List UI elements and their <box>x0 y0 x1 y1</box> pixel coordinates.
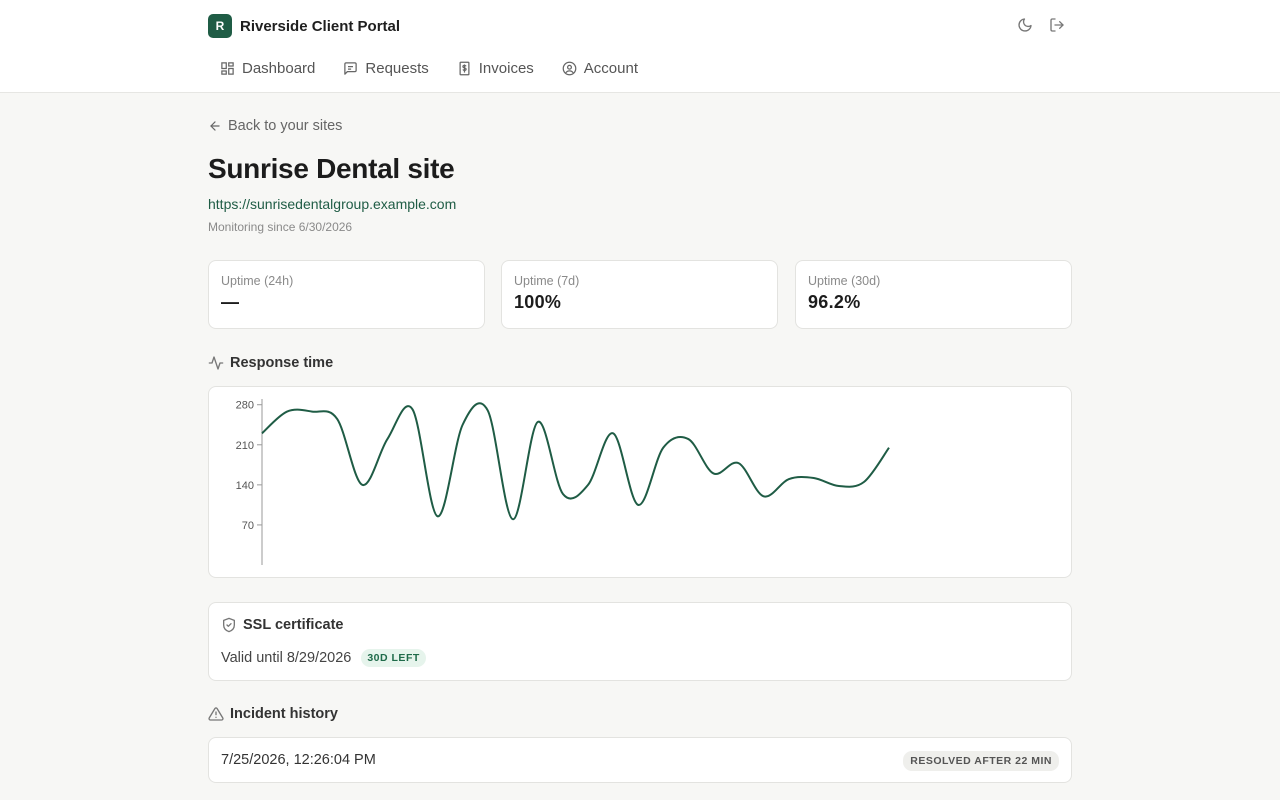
response-time-heading: Response time <box>208 355 333 371</box>
response-time-plot: 70 140 210 280 <box>236 399 890 565</box>
invoice-icon <box>459 61 470 75</box>
activity-icon <box>208 356 224 370</box>
response-time-chart: 70 140 210 280 <box>208 386 1072 578</box>
brand-name: Riverside Client Portal <box>240 17 401 35</box>
y-tick-label: 140 <box>236 480 254 492</box>
stat-card-uptime-7d: Uptime (7d) 100% <box>501 260 778 329</box>
message-icon <box>344 61 358 75</box>
incident-status-badge: RESOLVED AFTER 22 MIN <box>903 751 1059 771</box>
stat-label: Uptime (24h) <box>221 274 294 288</box>
brand-logo: R <box>208 14 232 38</box>
stat-card-uptime-30d: Uptime (30d) 96.2% <box>795 260 1072 329</box>
ssl-validity: Valid until 8/29/2026 30D LEFT <box>221 649 426 667</box>
logout-button[interactable] <box>1048 16 1066 34</box>
stat-value: 96.2% <box>808 292 861 312</box>
nav-item-label: Invoices <box>478 59 534 77</box>
monitoring-since: Monitoring since 6/30/2026 <box>208 220 353 234</box>
incident-time: 7/25/2026, 12:26:04 PM <box>221 752 376 768</box>
section-title: Incident history <box>230 706 338 722</box>
nav-item-invoices[interactable]: Invoices <box>457 58 534 78</box>
ssl-valid-text: Valid until 8/29/2026 <box>221 650 352 666</box>
back-link[interactable]: Back to your sites <box>208 118 342 134</box>
incident-row[interactable]: 7/25/2026, 12:26:04 PM RESOLVED AFTER 22… <box>208 737 1072 783</box>
nav-item-label: Requests <box>365 59 429 77</box>
moon-icon <box>1018 18 1032 32</box>
stat-value: — <box>221 292 240 312</box>
y-tick-label: 210 <box>236 440 254 452</box>
theme-toggle-button[interactable] <box>1016 16 1034 34</box>
brand[interactable]: R Riverside Client Portal <box>208 14 400 38</box>
section-title: Response time <box>230 355 334 371</box>
ssl-title-label: SSL certificate <box>243 617 344 633</box>
nav-item-label: Account <box>583 59 638 77</box>
stat-value: 100% <box>514 292 562 312</box>
shield-check-icon <box>223 617 235 633</box>
site-url-link[interactable]: https://sunrisedentalgroup.example.com <box>208 196 457 212</box>
main-nav: Dashboard Requests Invoices Account <box>220 58 638 78</box>
arrow-left-icon <box>210 121 220 131</box>
page-title: Sunrise Dental site <box>208 153 455 184</box>
nav-item-requests[interactable]: Requests <box>343 58 429 78</box>
incident-history-heading: Incident history <box>208 706 338 722</box>
dashboard-icon <box>221 61 234 75</box>
alert-triangle-icon <box>208 707 224 721</box>
nav-item-dashboard[interactable]: Dashboard <box>220 58 315 78</box>
y-tick-label: 70 <box>242 520 254 532</box>
top-bar: R Riverside Client Portal Dashboard Requ… <box>0 0 1280 93</box>
stat-label: Uptime (30d) <box>808 274 881 288</box>
ssl-days-left-badge: 30D LEFT <box>361 649 426 667</box>
ssl-title: SSL certificate <box>221 617 343 633</box>
stat-card-uptime-24h: Uptime (24h) — <box>208 260 485 329</box>
ssl-certificate-card: SSL certificate Valid until 8/29/2026 30… <box>208 602 1072 681</box>
nav-item-account[interactable]: Account <box>562 58 638 78</box>
back-link-label: Back to your sites <box>228 118 343 134</box>
top-actions <box>1016 16 1066 34</box>
response-time-series-line <box>261 402 890 521</box>
logout-icon <box>1050 18 1064 32</box>
nav-item-label: Dashboard <box>242 59 316 77</box>
stat-label: Uptime (7d) <box>514 274 580 288</box>
user-circle-icon <box>562 61 577 75</box>
y-tick-label: 280 <box>236 400 254 412</box>
